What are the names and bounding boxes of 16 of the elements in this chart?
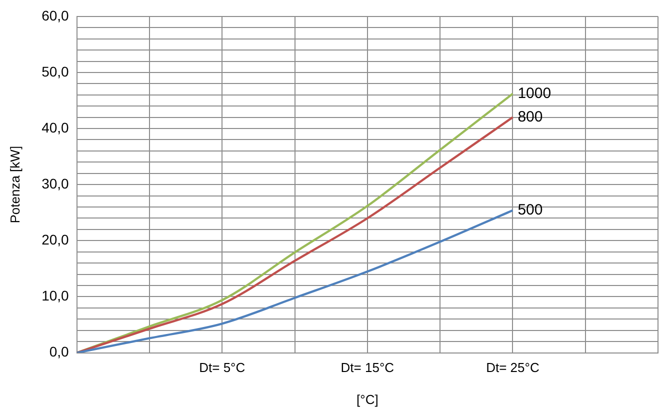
y-tick-label: 40,0 bbox=[42, 119, 70, 136]
x-tick-label: Dt= 15°C bbox=[340, 360, 394, 376]
x-tick-label: Dt= 5°C bbox=[199, 360, 246, 376]
y-tick-label: 20,0 bbox=[42, 232, 70, 248]
y-axis-title: Potenza [kW] bbox=[7, 146, 22, 224]
y-tick-label: 60,0 bbox=[42, 7, 70, 24]
series-label: 500 bbox=[518, 202, 543, 219]
y-tick-label: 30,0 bbox=[42, 175, 70, 192]
x-tick-label: Dt= 25°C bbox=[486, 360, 540, 376]
x-axis-title: [°C] bbox=[356, 392, 378, 407]
series-label: 800 bbox=[518, 108, 543, 126]
y-tick-label: 0,0 bbox=[49, 344, 70, 360]
y-tick-label: 50,0 bbox=[42, 63, 70, 80]
y-tick-label: 10,0 bbox=[42, 288, 70, 304]
line-series bbox=[76, 209, 514, 353]
series-label: 1000 bbox=[518, 84, 552, 102]
